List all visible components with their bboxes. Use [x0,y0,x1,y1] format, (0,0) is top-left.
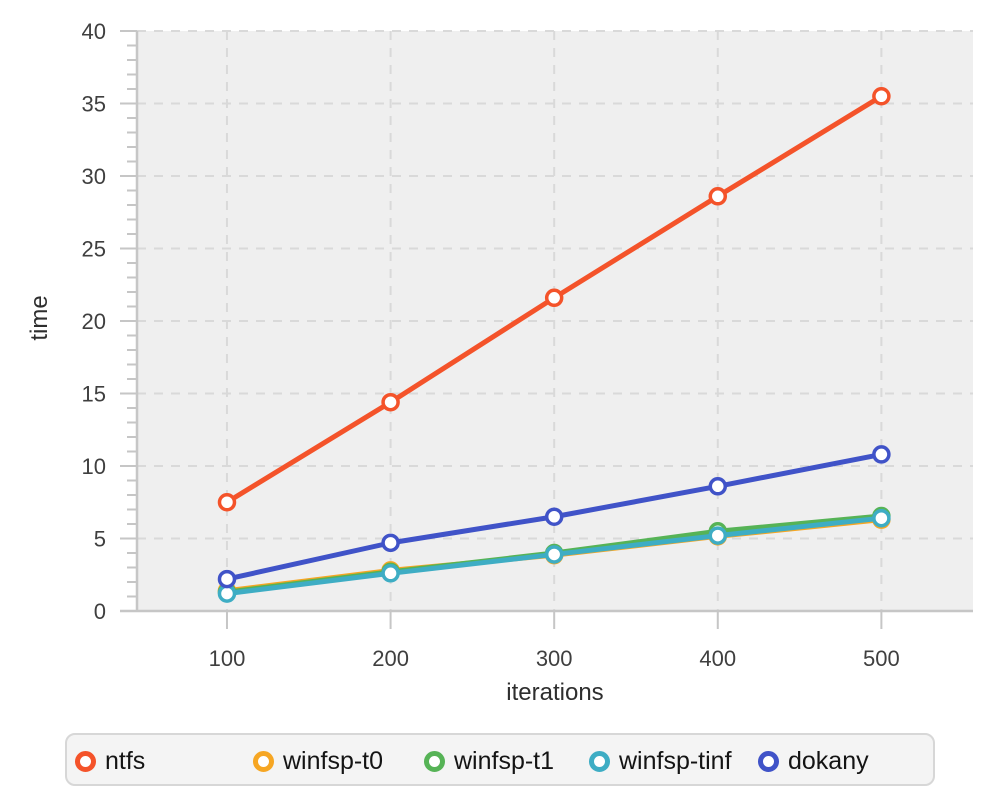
data-point-ntfs[interactable] [381,392,400,412]
legend-label: ntfs [105,747,146,775]
data-point-ntfs[interactable] [544,288,564,308]
y-tick-label: 0 [94,599,106,624]
data-point-dokany[interactable] [544,507,564,526]
data-point-winfsp-tinf[interactable] [872,508,891,528]
tick-labels: 0 5 10 15 20 25 30 35 40 100 200 300 400 500 [82,19,900,671]
y-tick-label: 30 [82,164,106,189]
y-tick-label: 15 [82,382,106,407]
legend-marker-winfsp-t0-icon [253,751,274,772]
y-tick-label: 35 [82,92,106,117]
y-tick-label: 25 [82,237,106,262]
x-tick-label: 500 [863,646,900,671]
legend-marker-winfsp-tinf-icon [589,751,610,772]
x-tick-label: 100 [209,646,246,671]
legend-label: dokany [788,747,869,775]
x-tick-label: 400 [699,646,736,671]
data-point-winfsp-tinf[interactable] [708,526,728,545]
x-axis-label: iterations [506,679,603,706]
data-point-dokany[interactable] [708,477,728,496]
data-point-ntfs[interactable] [872,87,891,106]
legend-item-winfsp-tinf[interactable]: winfsp-tinf [589,735,732,788]
y-tick-label: 40 [82,19,106,44]
legend-marker-dokany-icon [758,751,779,772]
data-point-winfsp-tinf[interactable] [544,545,564,564]
y-tick-label: 5 [94,527,106,552]
data-point-winfsp-tinf[interactable] [381,564,400,583]
series-dokany [217,445,891,589]
legend-item-winfsp-t0[interactable]: winfsp-t0 [253,735,383,788]
gridlines [137,30,973,611]
data-point-ntfs[interactable] [217,493,237,512]
y-tick-label: 20 [82,309,106,334]
x-tick-label: 200 [372,646,409,671]
legend-item-winfsp-t1[interactable]: winfsp-t1 [424,735,554,788]
series-winfsp-tinf [217,508,891,603]
data-point-dokany[interactable] [217,569,237,589]
data-point-ntfs[interactable] [708,187,728,206]
data-point-dokany[interactable] [381,533,400,553]
legend-label: winfsp-t1 [454,747,555,775]
legend-label: winfsp-tinf [619,747,732,775]
chart-legend: ntfs winfsp-t0 winfsp-t1 winfsp-tinf dokany [65,733,935,786]
y-tick-label: 10 [82,454,106,479]
y-axis-label: time [26,295,53,340]
series-ntfs [217,87,891,512]
x-tick-label: 300 [536,646,573,671]
legend-item-ntfs[interactable]: ntfs [75,735,145,788]
legend-label: winfsp-t0 [283,747,384,775]
legend-marker-ntfs-icon [75,751,96,772]
axes [120,31,973,613]
data-point-dokany[interactable] [872,445,891,464]
legend-marker-winfsp-t1-icon [424,751,445,772]
legend-item-dokany[interactable]: dokany [758,735,869,788]
axis-ticks [120,30,883,629]
